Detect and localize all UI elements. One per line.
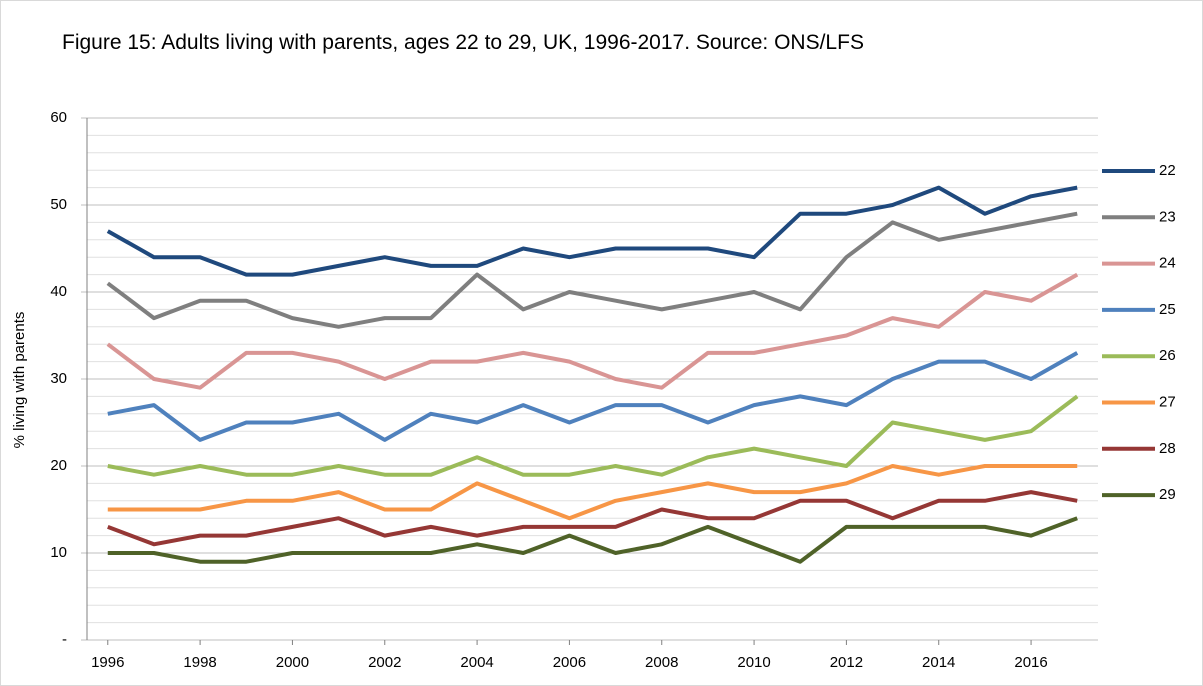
x-tick-label: 2012 [830, 654, 863, 671]
y-tick-label: 60 [50, 109, 67, 126]
y-tick-label: 50 [50, 196, 67, 213]
legend-label: 25 [1159, 301, 1176, 318]
y-axis-label: % living with parents [11, 312, 28, 449]
legend-label: 26 [1159, 347, 1176, 364]
x-tick-label: 2000 [276, 654, 309, 671]
legend-label: 29 [1159, 486, 1176, 503]
x-tick-label: 2016 [1014, 654, 1047, 671]
series-line [106, 211, 1078, 329]
y-tick-label: 40 [50, 283, 67, 300]
x-tick-label: 2004 [460, 654, 493, 671]
y-tick-label: - [62, 631, 67, 648]
legend-label: 28 [1159, 440, 1176, 457]
series-line [107, 394, 1079, 477]
legend-label: 27 [1159, 393, 1176, 410]
x-tick-label: 2010 [737, 654, 770, 671]
y-tick-label: 10 [50, 544, 67, 561]
series-line [107, 464, 1078, 521]
x-tick-label: 1996 [91, 654, 124, 671]
series-line [106, 272, 1079, 390]
x-tick-label: 2008 [645, 654, 678, 671]
y-tick-label: 20 [50, 457, 67, 474]
series-line [107, 490, 1078, 547]
y-tick-label: 30 [50, 370, 67, 387]
chart-title: Figure 15: Adults living with parents, a… [62, 31, 864, 54]
legend-label: 23 [1159, 208, 1176, 225]
x-tick-label: 1998 [183, 654, 216, 671]
x-tick-label: 2014 [922, 654, 955, 671]
legend-label: 24 [1159, 255, 1176, 272]
x-tick-label: 2006 [553, 654, 586, 671]
x-tick-label: 2002 [368, 654, 401, 671]
series-line [107, 516, 1078, 564]
series-line [106, 185, 1078, 277]
legend-label: 22 [1159, 162, 1176, 179]
series-line [107, 351, 1079, 442]
